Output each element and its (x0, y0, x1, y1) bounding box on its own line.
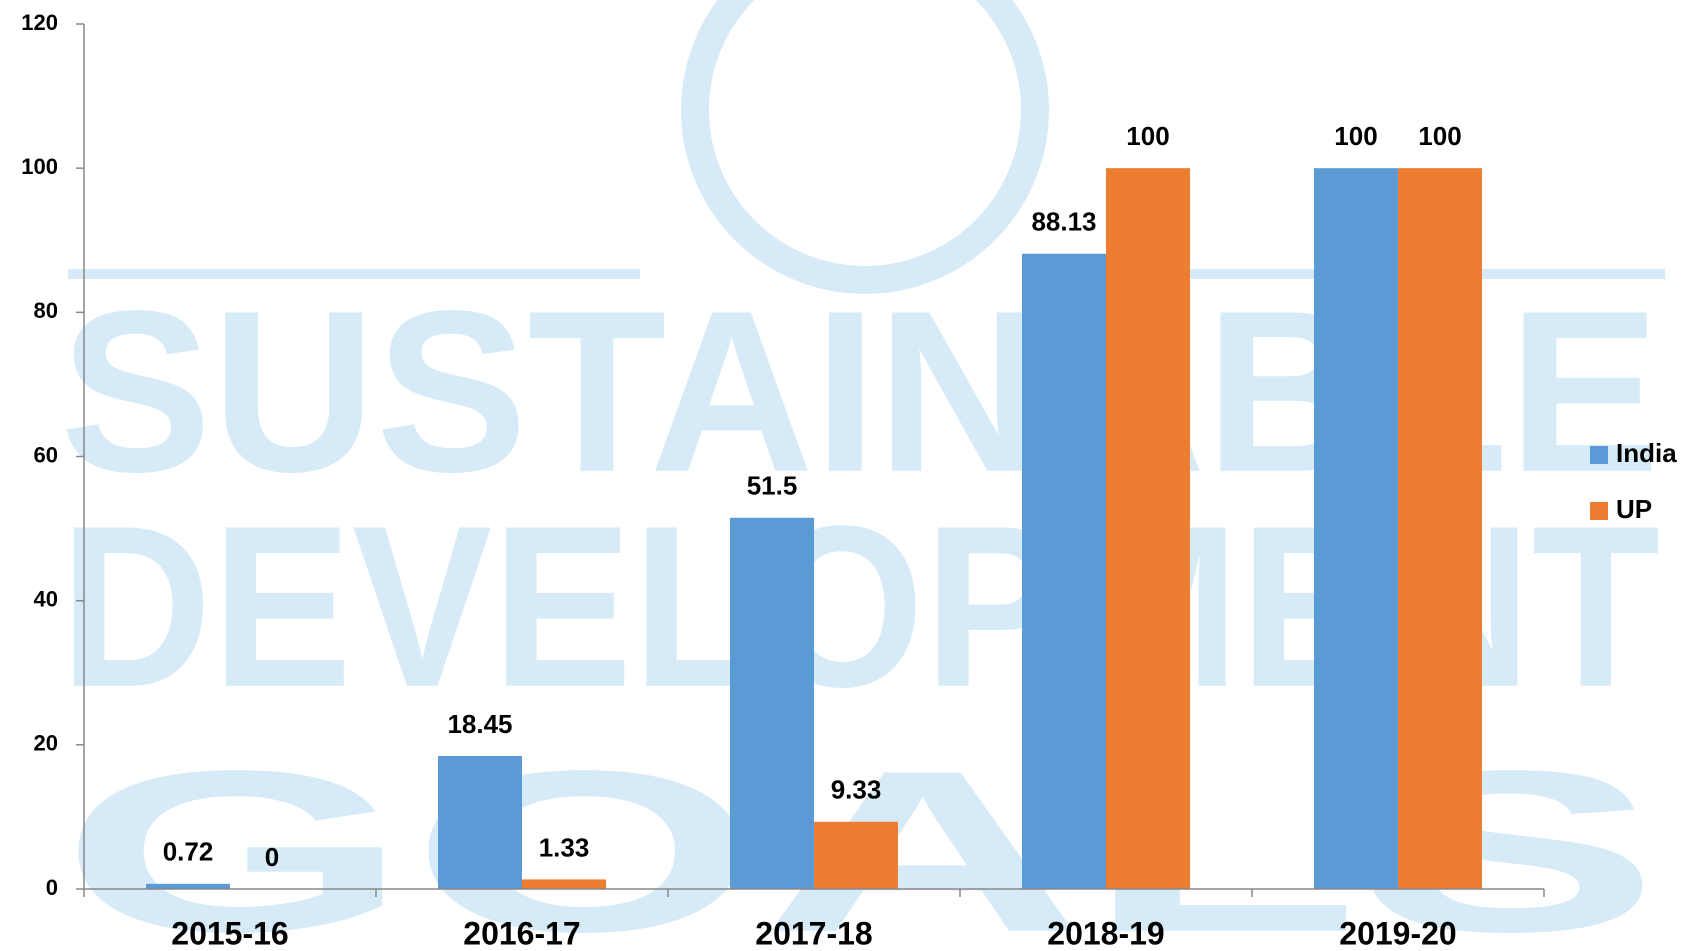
y-tick-label: 80 (34, 298, 58, 323)
bar (146, 883, 230, 889)
data-label: 100 (1334, 121, 1377, 151)
x-tick-label: 2016-17 (463, 915, 580, 951)
x-tick-label: 2018-19 (1047, 915, 1164, 951)
y-tick-label: 120 (21, 10, 58, 35)
bar (1314, 168, 1398, 889)
data-label: 88.13 (1031, 207, 1096, 237)
bar (814, 821, 898, 889)
x-tick-label: 2015-16 (171, 915, 288, 951)
bar (522, 879, 606, 889)
data-label: 9.33 (831, 775, 882, 805)
y-tick-label: 100 (21, 154, 58, 179)
data-label: 18.45 (447, 709, 512, 739)
data-label: 1.33 (539, 832, 590, 862)
legend-label: India (1616, 438, 1677, 468)
data-label: 0.72 (163, 837, 214, 867)
bar (1022, 253, 1106, 889)
bar (1106, 168, 1190, 889)
legend-label: UP (1616, 494, 1652, 524)
data-label: 0 (265, 842, 279, 872)
bar (1398, 168, 1482, 889)
legend-marker (1590, 502, 1608, 520)
data-label: 100 (1126, 121, 1169, 151)
bar (730, 517, 814, 889)
x-tick-label: 2017-18 (755, 915, 872, 951)
y-tick-label: 60 (34, 442, 58, 467)
data-label: 100 (1418, 121, 1461, 151)
bar (438, 756, 522, 889)
x-tick-label: 2019-20 (1339, 915, 1456, 951)
y-tick-label: 20 (34, 731, 58, 756)
y-tick-label: 40 (34, 586, 58, 611)
data-label: 51.5 (747, 471, 798, 501)
watermark-emblem (681, 0, 1049, 294)
y-tick-label: 0 (46, 875, 58, 900)
legend-marker (1590, 446, 1608, 464)
